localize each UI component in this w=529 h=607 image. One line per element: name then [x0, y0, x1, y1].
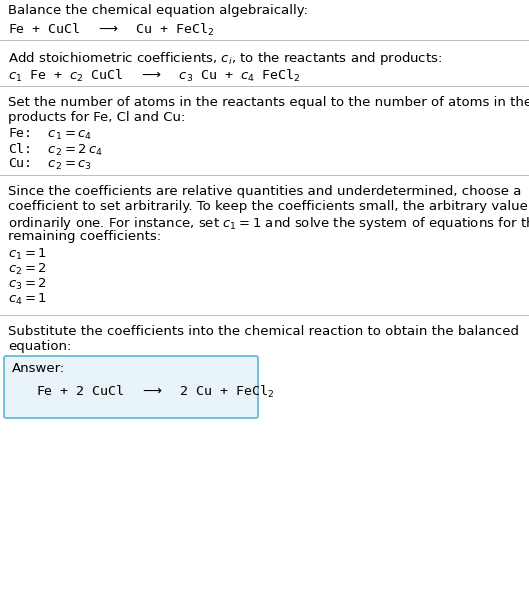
Text: $c_4 = 1$: $c_4 = 1$: [8, 292, 47, 307]
Text: ordinarily one. For instance, set $c_1 = 1$ and solve the system of equations fo: ordinarily one. For instance, set $c_1 =…: [8, 215, 529, 232]
Text: Answer:: Answer:: [12, 362, 65, 375]
Text: $c_1$ Fe + $c_2$ CuCl  $\longrightarrow$  $c_3$ Cu + $c_4$ FeCl$_2$: $c_1$ Fe + $c_2$ CuCl $\longrightarrow$ …: [8, 68, 301, 84]
Text: Cu:  $c_2 = c_3$: Cu: $c_2 = c_3$: [8, 157, 92, 172]
Text: equation:: equation:: [8, 340, 71, 353]
Text: Fe:  $c_1 = c_4$: Fe: $c_1 = c_4$: [8, 127, 93, 142]
FancyBboxPatch shape: [4, 356, 258, 418]
Text: Set the number of atoms in the reactants equal to the number of atoms in the: Set the number of atoms in the reactants…: [8, 96, 529, 109]
Text: Cl:  $c_2 = 2\, c_4$: Cl: $c_2 = 2\, c_4$: [8, 142, 103, 158]
Text: Add stoichiometric coefficients, $c_i$, to the reactants and products:: Add stoichiometric coefficients, $c_i$, …: [8, 50, 442, 67]
Text: Substitute the coefficients into the chemical reaction to obtain the balanced: Substitute the coefficients into the che…: [8, 325, 519, 338]
Text: Balance the chemical equation algebraically:: Balance the chemical equation algebraica…: [8, 4, 308, 17]
Text: coefficient to set arbitrarily. To keep the coefficients small, the arbitrary va: coefficient to set arbitrarily. To keep …: [8, 200, 529, 213]
Text: Fe + 2 CuCl  $\longrightarrow$  2 Cu + FeCl$_2$: Fe + 2 CuCl $\longrightarrow$ 2 Cu + FeC…: [36, 384, 275, 400]
Text: $c_2 = 2$: $c_2 = 2$: [8, 262, 47, 277]
Text: $c_1 = 1$: $c_1 = 1$: [8, 247, 47, 262]
Text: products for Fe, Cl and Cu:: products for Fe, Cl and Cu:: [8, 111, 185, 124]
Text: remaining coefficients:: remaining coefficients:: [8, 230, 161, 243]
Text: Since the coefficients are relative quantities and underdetermined, choose a: Since the coefficients are relative quan…: [8, 185, 522, 198]
Text: Fe + CuCl  $\longrightarrow$  Cu + FeCl$_2$: Fe + CuCl $\longrightarrow$ Cu + FeCl$_2…: [8, 22, 215, 38]
Text: $c_3 = 2$: $c_3 = 2$: [8, 277, 47, 292]
